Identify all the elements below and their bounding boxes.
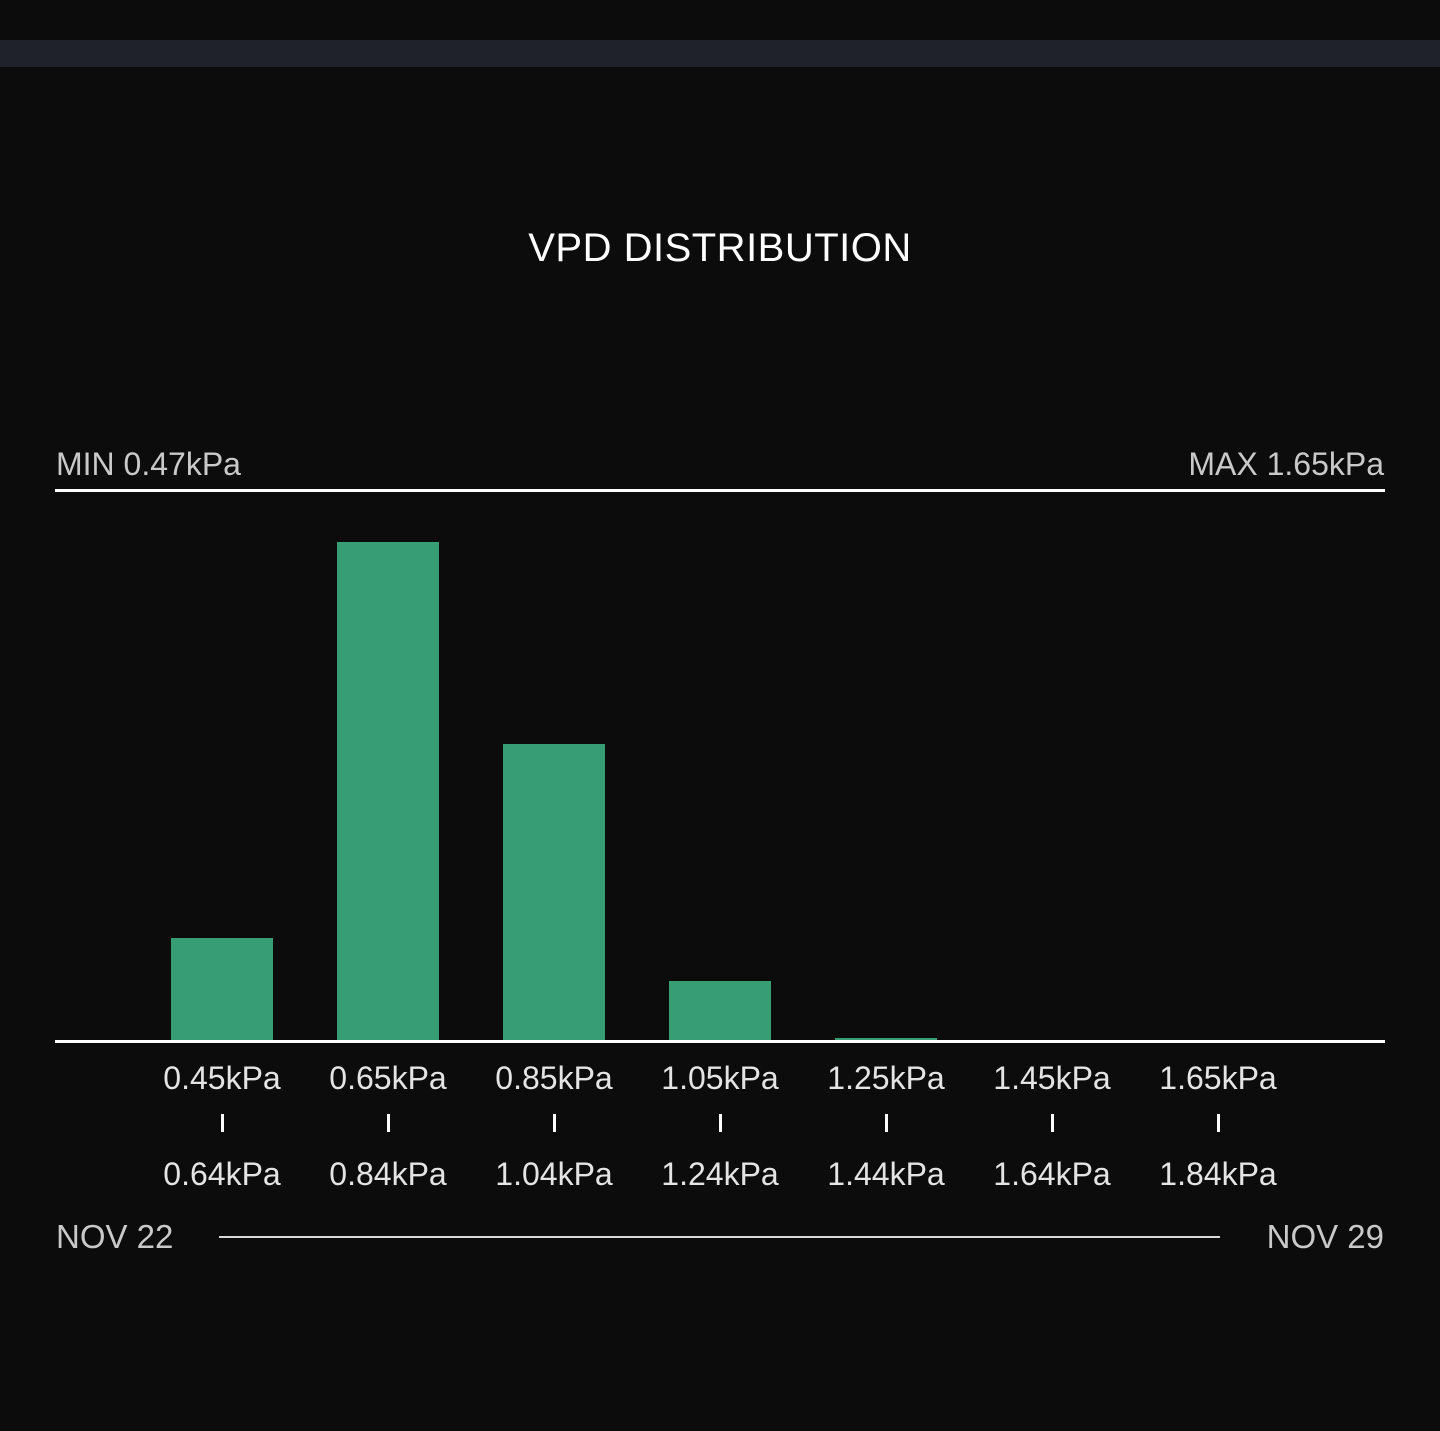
chart-title: VPD DISTRIBUTION [528, 226, 912, 270]
bin-start-label: 1.25kPa [827, 1060, 945, 1096]
bin-range-tick [386, 1114, 390, 1132]
bin-start-label: 0.65kPa [329, 1060, 447, 1096]
bin-end-label: 0.84kPa [329, 1156, 447, 1192]
histogram-bar [337, 542, 439, 1040]
min-value-label: MIN 0.47kPa [56, 446, 241, 482]
max-value-label: MAX 1.65kPa [1188, 446, 1384, 482]
bin-range-tick [718, 1114, 722, 1132]
bin-start-label: 1.45kPa [993, 1060, 1111, 1096]
bin-end-label: 0.64kPa [163, 1156, 281, 1192]
bin-end-label: 1.64kPa [993, 1156, 1111, 1192]
histogram-bar [503, 744, 605, 1040]
top-axis-line [55, 489, 1385, 492]
date-range-line [219, 1236, 1220, 1238]
bin-end-label: 1.04kPa [495, 1156, 613, 1192]
bin-end-label: 1.84kPa [1159, 1156, 1277, 1192]
date-range-end: NOV 29 [1266, 1218, 1384, 1255]
histogram-bar [171, 938, 273, 1040]
bin-range-tick [1216, 1114, 1220, 1132]
top-bar [0, 40, 1440, 67]
bin-range-tick [884, 1114, 888, 1132]
bin-start-label: 0.45kPa [163, 1060, 281, 1096]
bin-start-label: 0.85kPa [495, 1060, 613, 1096]
baseline-axis [55, 1040, 1385, 1043]
bin-end-label: 1.24kPa [661, 1156, 779, 1192]
histogram-bar [669, 981, 771, 1040]
bin-range-tick [1050, 1114, 1054, 1132]
histogram-bar [835, 1038, 937, 1040]
bin-range-tick [220, 1114, 224, 1132]
bin-start-label: 1.65kPa [1159, 1060, 1277, 1096]
bin-end-label: 1.44kPa [827, 1156, 945, 1192]
bin-start-label: 1.05kPa [661, 1060, 779, 1096]
date-range-start: NOV 22 [56, 1218, 174, 1255]
bin-range-tick [552, 1114, 556, 1132]
